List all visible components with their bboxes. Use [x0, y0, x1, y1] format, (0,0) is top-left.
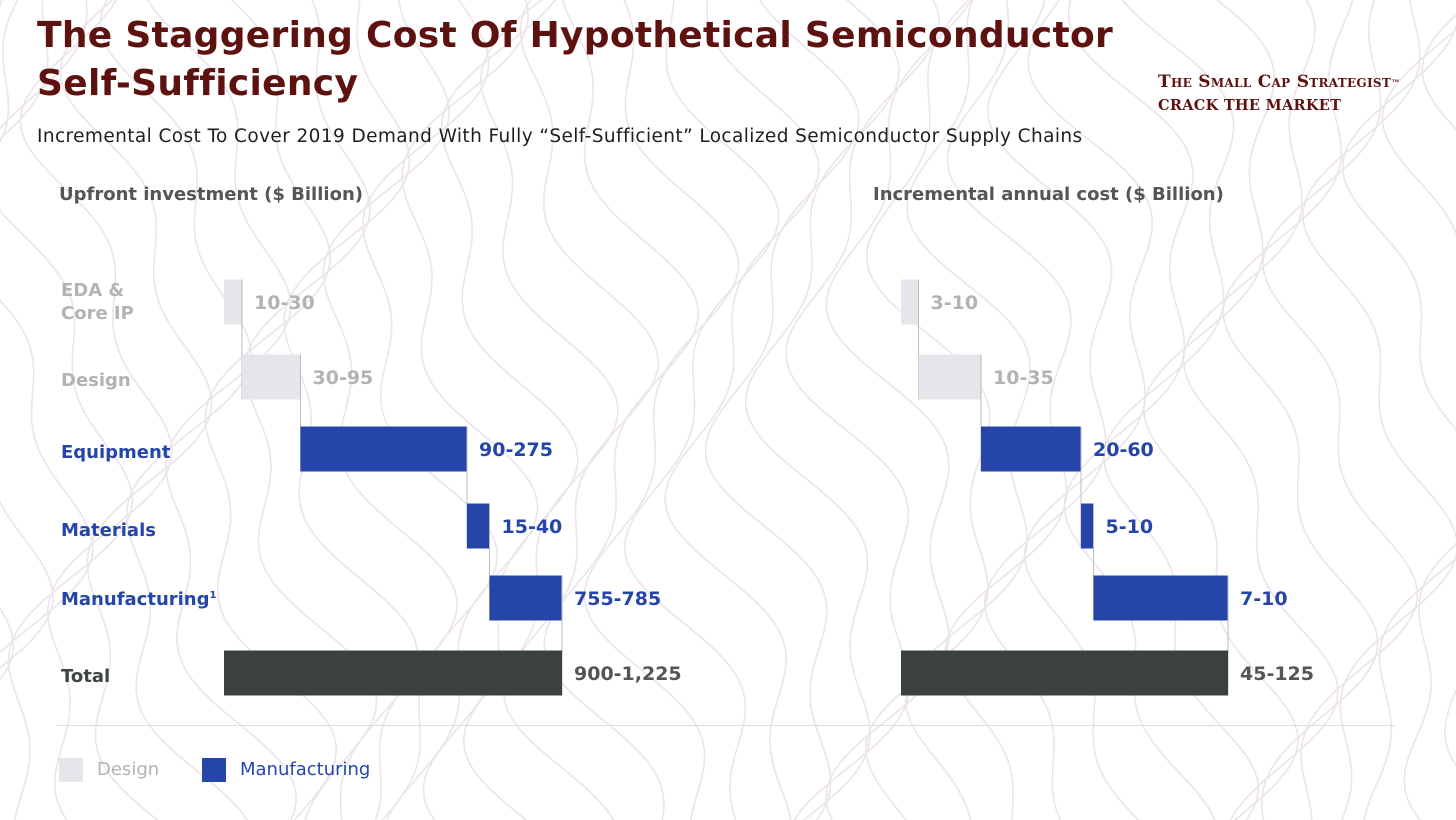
value-label-annual-1: 10-35: [993, 367, 1054, 389]
footnote-marker: 1: [209, 590, 217, 601]
value-label-annual-5: 45-125: [1240, 663, 1314, 685]
page-subtitle: Incremental Cost To Cover 2019 Demand Wi…: [37, 126, 1083, 147]
contour-line: [704, 0, 860, 820]
legend-swatch-design: [59, 758, 83, 782]
value-label-upfront-5: 900-1,225: [574, 663, 682, 685]
right-panel-title: Incremental annual cost ($ Billion): [873, 184, 1224, 205]
bar-annual-5: [901, 650, 1228, 696]
contour-line: [0, 0, 134, 820]
brand-logo: The Small Cap Strategist™ Crack the mark…: [1158, 70, 1400, 118]
legend-label-design: Design: [97, 759, 160, 780]
value-label-upfront-1: 30-95: [313, 367, 374, 389]
contour-line: [583, 0, 740, 820]
row-label-eda: EDA & Core IP: [61, 280, 134, 324]
bar-upfront-3: [467, 503, 490, 549]
bar-upfront-4: [489, 575, 562, 621]
row-label-design: Design: [61, 370, 131, 391]
contour-line: [59, 0, 213, 820]
value-label-upfront-3: 15-40: [502, 516, 563, 538]
contour-line: [744, 0, 901, 820]
contour-line: [99, 0, 252, 820]
brand-tagline: Crack the market: [1158, 97, 1342, 114]
value-label-upfront-0: 10-30: [254, 292, 315, 314]
value-label-annual-0: 3-10: [931, 292, 979, 314]
footer-divider: [57, 725, 1395, 726]
row-label-materials: Materials: [61, 520, 156, 541]
value-label-upfront-4: 755-785: [574, 588, 661, 610]
bar-annual-2: [981, 426, 1081, 472]
bar-annual-3: [1081, 503, 1094, 549]
legend-swatch-manufacturing: [202, 758, 226, 782]
bar-upfront-2: [300, 426, 467, 472]
contour-line: [1222, 0, 1379, 820]
value-label-annual-2: 20-60: [1093, 439, 1154, 461]
brand-trademark: ™: [1391, 79, 1401, 89]
row-label-equipment: Equipment: [61, 442, 171, 463]
contour-line: [1142, 0, 1300, 820]
bar-upfront-0: [224, 279, 242, 325]
contour-line: [0, 0, 94, 654]
row-label-manufacturing-wrap: Manufacturing1: [61, 584, 261, 611]
contour-line: [0, 0, 54, 669]
bar-upfront-1: [242, 354, 301, 400]
legend-label-manufacturing: Manufacturing: [240, 759, 371, 780]
value-label-upfront-2: 90-275: [479, 439, 553, 461]
value-label-annual-4: 7-10: [1240, 588, 1288, 610]
contour-line: [146, 0, 298, 820]
page-title: The Staggering Cost Of Hypothetical Semi…: [37, 15, 1114, 104]
contour-line: [1341, 23, 1456, 820]
contour-line: [543, 0, 700, 820]
contour-line: [1182, 0, 1339, 820]
contour-line: [1262, 0, 1419, 820]
contour-line: [623, 0, 780, 820]
left-panel-title: Upfront investment ($ Billion): [59, 184, 363, 205]
row-label-manufacturing: Manufacturing: [61, 589, 210, 610]
contour-line: [1381, 28, 1456, 820]
brand-name: The Small Cap Strategist: [1158, 72, 1392, 92]
contour-line: [664, 0, 820, 820]
bar-annual-1: [918, 354, 981, 400]
row-label-total: Total: [61, 666, 111, 687]
bar-annual-4: [1093, 575, 1228, 621]
value-label-annual-3: 5-10: [1106, 516, 1154, 538]
bar-upfront-5: [224, 650, 562, 696]
contour-line: [19, 0, 173, 820]
contour-line: [1302, 0, 1456, 820]
bar-annual-0: [901, 279, 919, 325]
